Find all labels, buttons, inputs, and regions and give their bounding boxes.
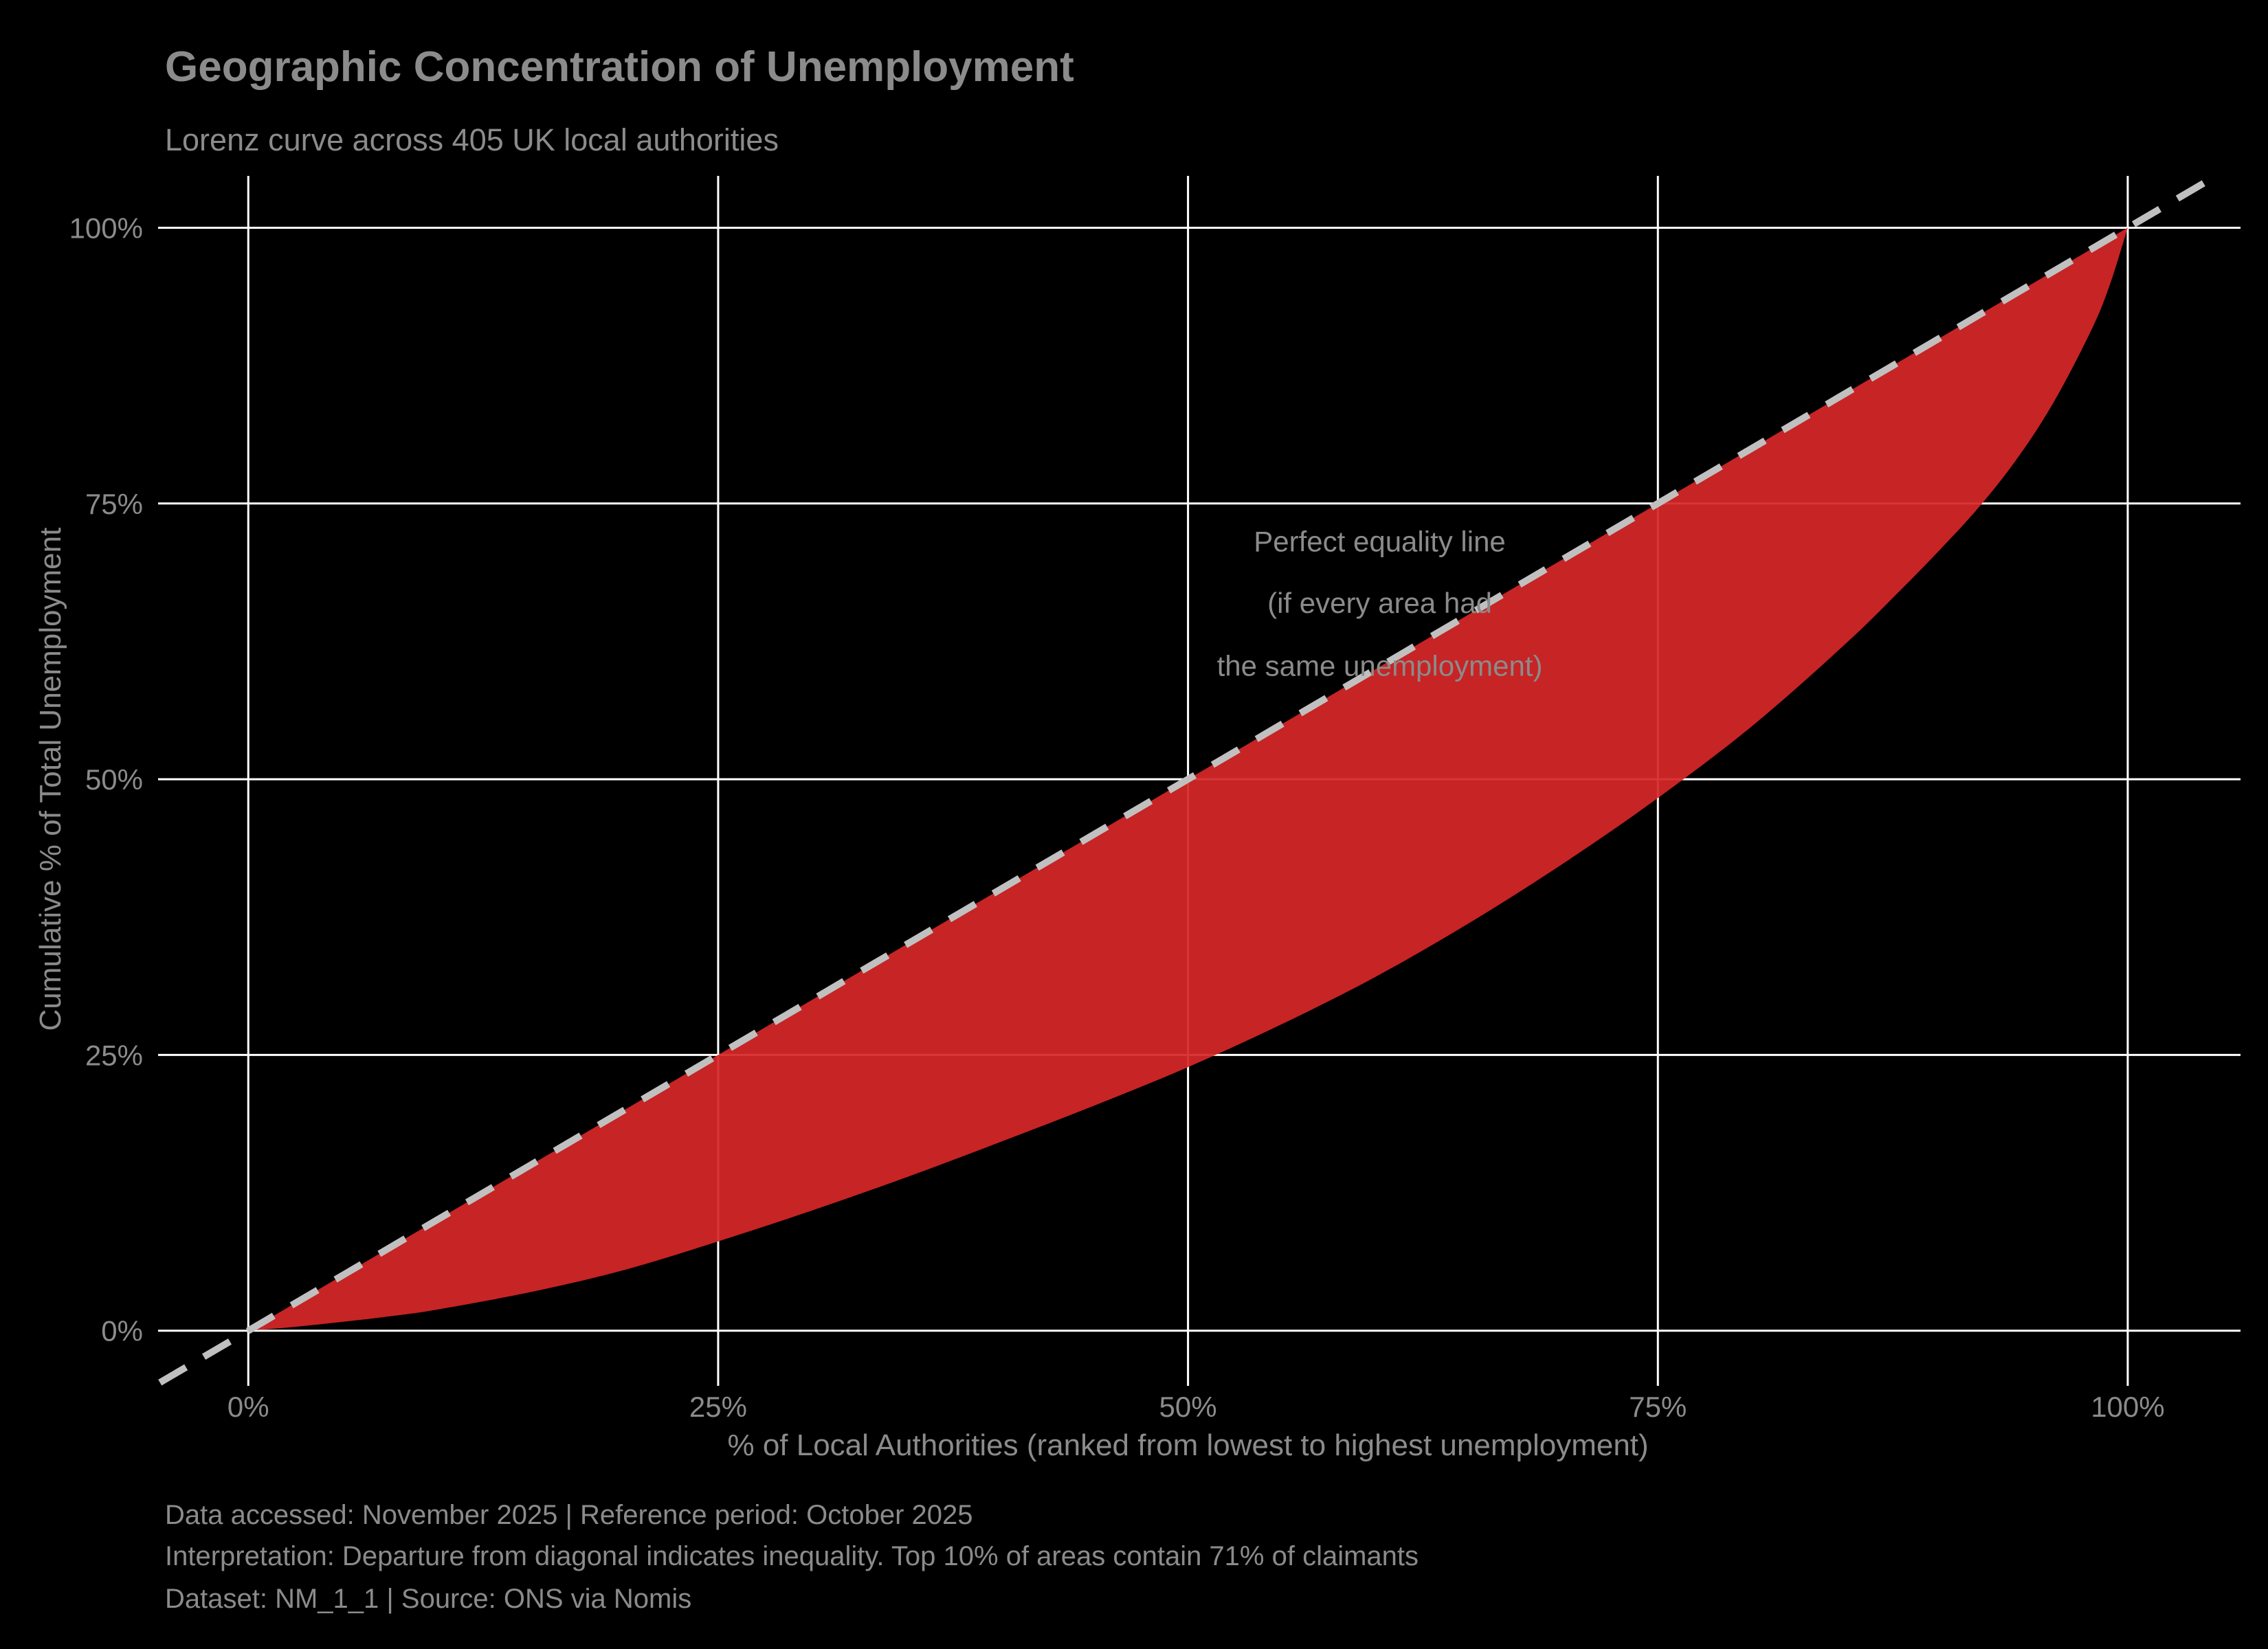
footer-data-accessed: Data accessed: November 2025 | Reference… bbox=[165, 1500, 973, 1530]
y-tick-label-100: 100% bbox=[69, 212, 143, 244]
chart-text: 0% 25% 50% 75% 100% 0% 25% 50% 75% 100% % of Local… bbox=[34, 212, 2165, 1462]
annotation-line-3: the same unemployment) bbox=[1217, 650, 1543, 682]
footer-dataset-source: Dataset: NM_1_1 | Source: ONS via Nomis bbox=[165, 1584, 692, 1614]
footer-interpretation: Interpretation: Departure from diagonal … bbox=[165, 1541, 1419, 1571]
annotation-line-1: Perfect equality line bbox=[1254, 525, 1506, 557]
perfect-equality-line bbox=[158, 175, 2215, 1386]
y-tick-label-25: 25% bbox=[85, 1039, 143, 1071]
y-tick-label-75: 75% bbox=[85, 488, 143, 520]
y-tick-label-50: 50% bbox=[85, 763, 143, 796]
annotation-line-2: (if every area had bbox=[1267, 587, 1492, 619]
x-axis-title: % of Local Authorities (ranked from lowe… bbox=[727, 1428, 1648, 1462]
y-axis-title: Cumulative % of Total Unemployment bbox=[34, 528, 67, 1031]
y-tick-label-0: 0% bbox=[101, 1315, 143, 1347]
x-tick-label-50: 50% bbox=[1159, 1391, 1217, 1423]
x-tick-label-75: 75% bbox=[1629, 1391, 1687, 1423]
x-tick-label-0: 0% bbox=[227, 1391, 269, 1423]
x-tick-label-100: 100% bbox=[2091, 1391, 2164, 1423]
chart-subtitle: Lorenz curve across 405 UK local authori… bbox=[165, 122, 779, 157]
x-tick-label-25: 25% bbox=[689, 1391, 747, 1423]
page-title: Geographic Concentration of Unemployment bbox=[165, 43, 1074, 91]
